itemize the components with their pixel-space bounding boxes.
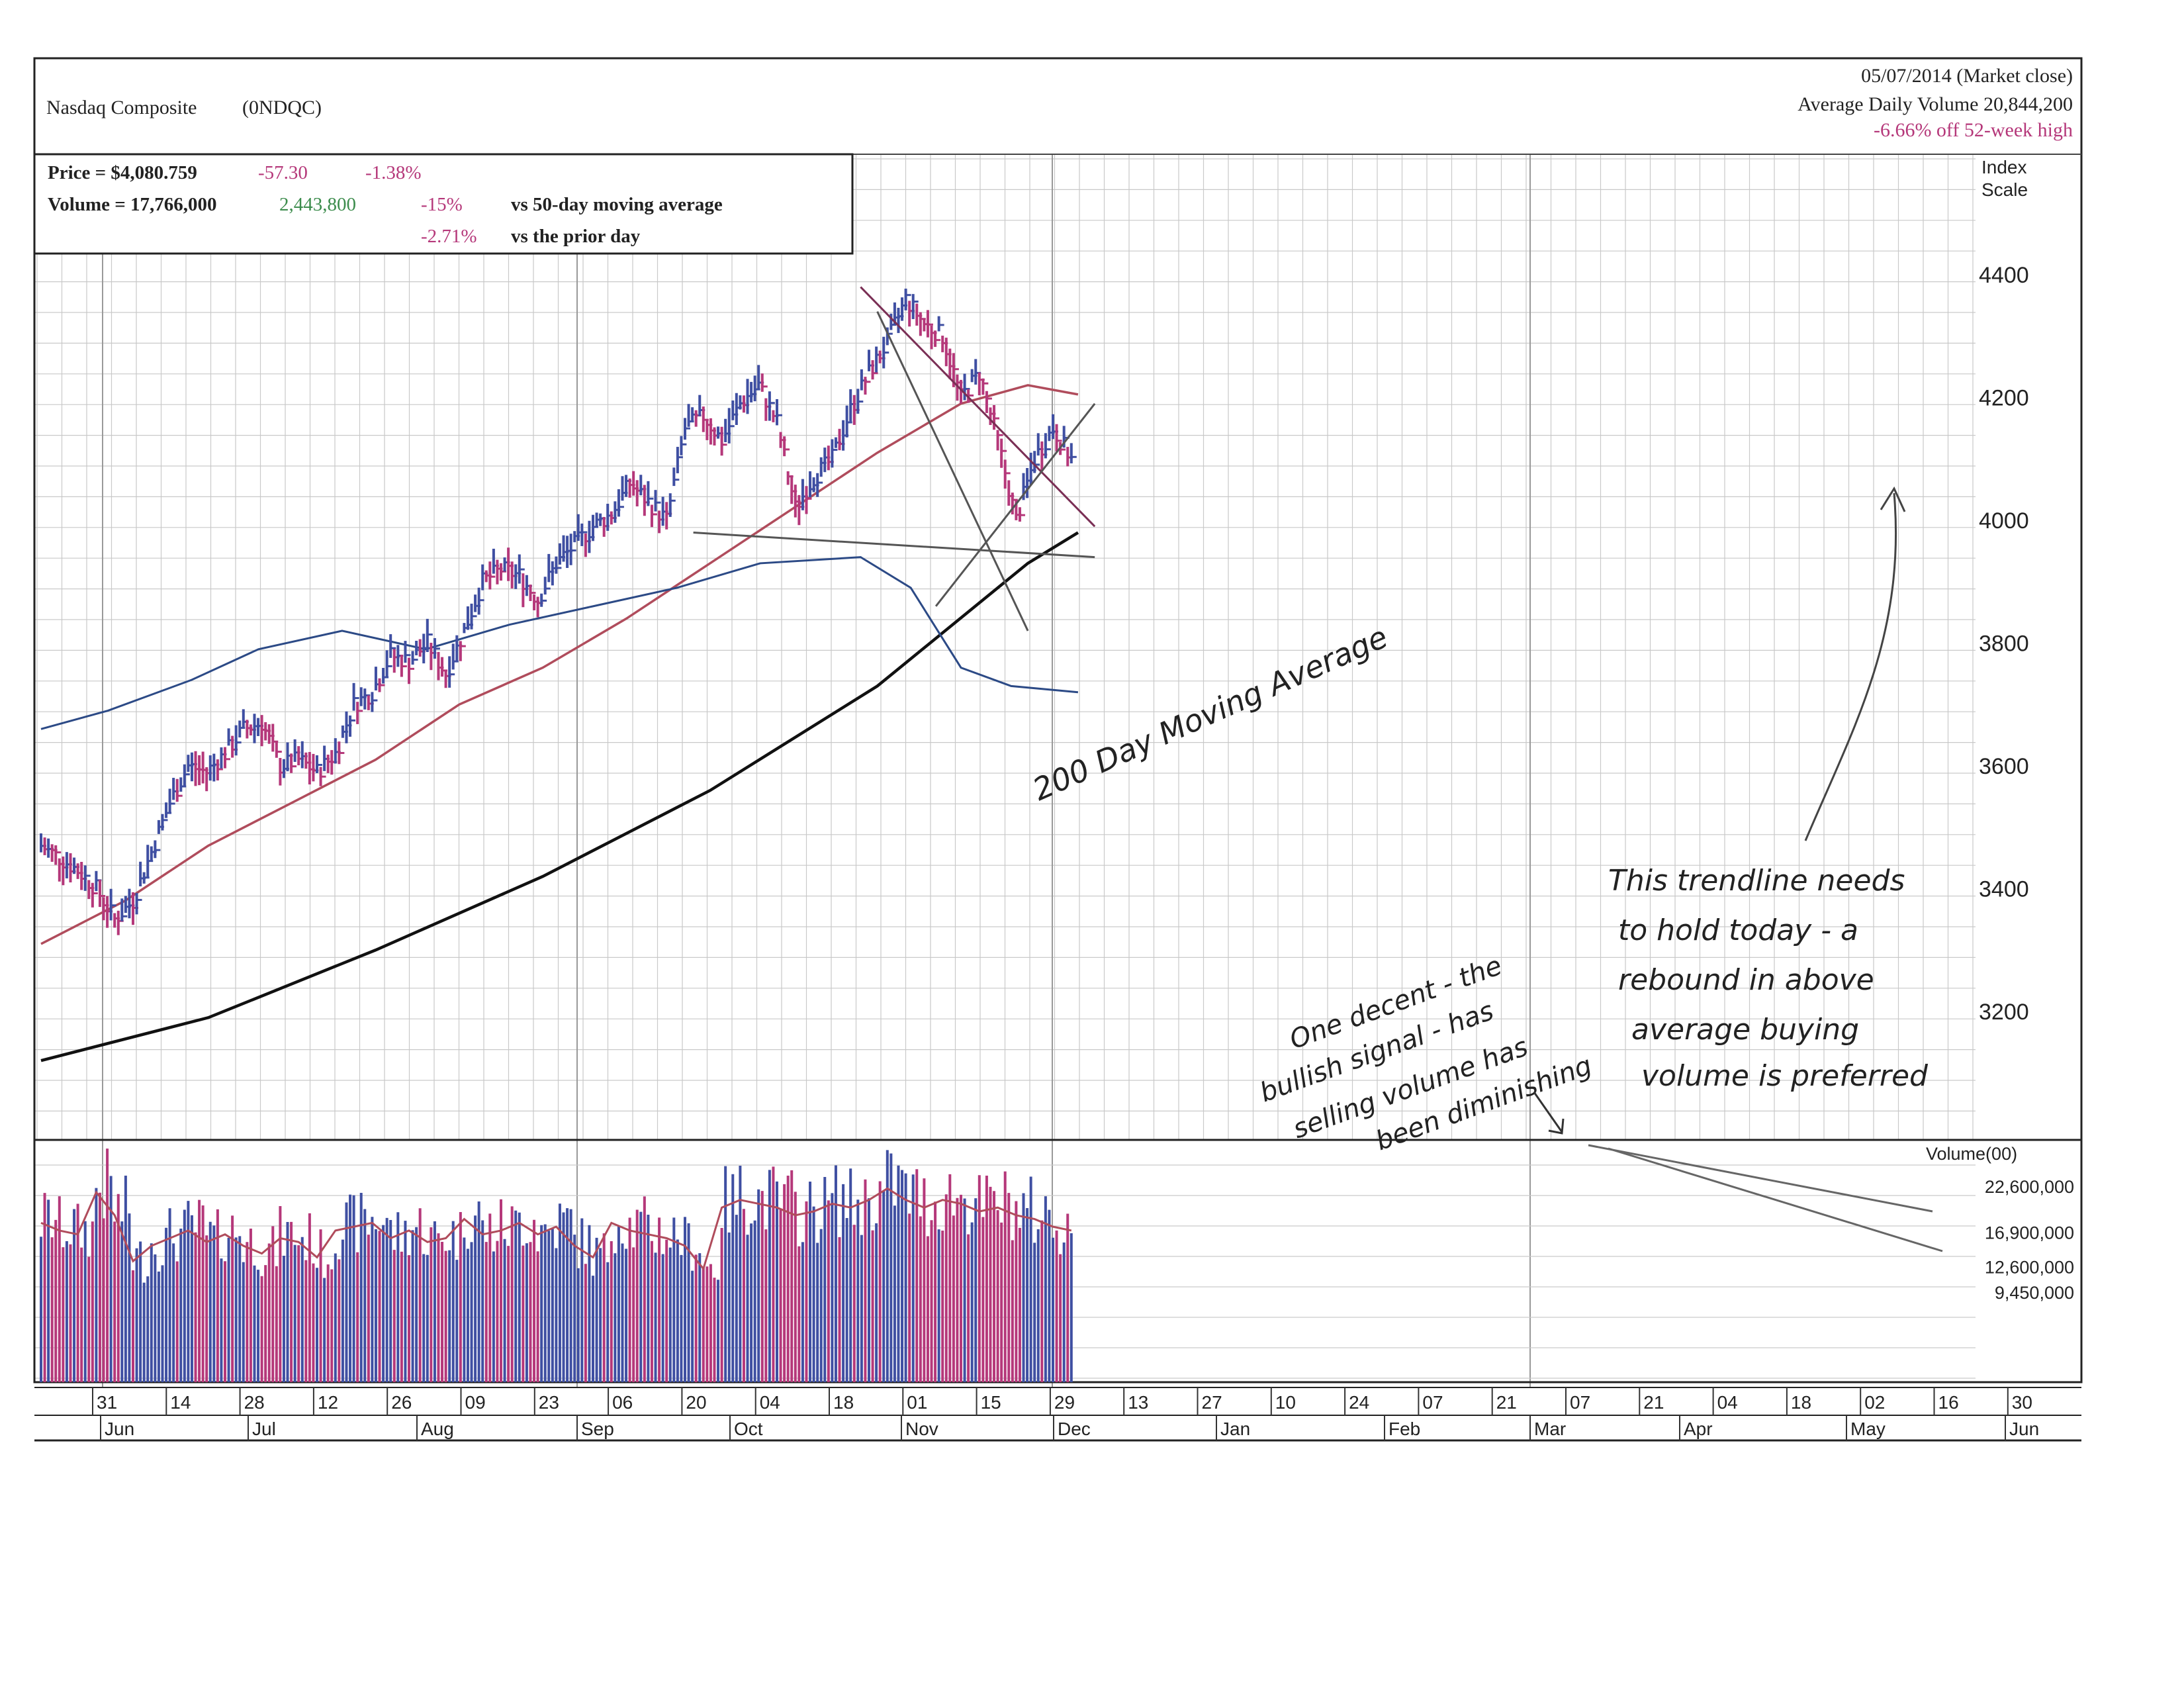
price-change: -57.30 <box>258 162 308 183</box>
ma200-annotation: 200 Day Moving Average <box>1028 619 1393 808</box>
price-tick-label: 4200 <box>1979 386 2029 411</box>
relative-strength-line <box>40 556 1079 730</box>
day-tick-label: 09 <box>465 1392 486 1413</box>
volume-axis-title: Volume(00) <box>1926 1144 2017 1164</box>
header-date: 05/07/2014 (Market close) <box>1861 65 2073 87</box>
trend-note-line: average buying <box>1631 1013 1859 1047</box>
month-tick-label: Aug <box>421 1419 454 1439</box>
price-tick-label: 3800 <box>1979 632 2029 657</box>
day-tick-label: 31 <box>97 1392 117 1413</box>
vs-50-day-percent: -15% <box>421 194 463 215</box>
price-bars <box>40 289 1077 935</box>
volume-bars <box>40 1149 1073 1382</box>
volume-tick-label: 12,600,000 <box>1985 1258 2074 1278</box>
trend-note-line: rebound in above <box>1618 963 1874 997</box>
index-symbol: (0NDQC) <box>242 97 322 118</box>
day-tick-label: 14 <box>170 1392 191 1413</box>
ma200-line <box>40 531 1079 1062</box>
month-tick-label: Jul <box>252 1419 276 1439</box>
index-name: Nasdaq Composite <box>46 97 197 118</box>
volume-trendline <box>1588 1144 1933 1213</box>
day-tick-label: 27 <box>1202 1392 1222 1413</box>
trendline-steep-channel <box>876 311 1029 632</box>
month-tick-label: Jun <box>105 1419 134 1439</box>
average-daily-volume: Average Daily Volume 20,844,200 <box>1797 93 2073 115</box>
day-tick-label: 06 <box>612 1392 633 1413</box>
vs-prior-day-label: vs the prior day <box>511 226 641 247</box>
trend-note: This trendline needs to hold today - a r… <box>1608 864 1929 1093</box>
trendline-rising-support <box>934 402 1096 607</box>
volume-note-arrow <box>1533 1092 1565 1135</box>
price-tick-label: 3400 <box>1979 877 2029 902</box>
day-tick-label: 30 <box>2012 1392 2032 1413</box>
price-tick-label: 3600 <box>1979 754 2029 779</box>
month-tick-label: Mar <box>1534 1419 1566 1439</box>
day-tick-label: 28 <box>244 1392 265 1413</box>
price-tick-label: 3200 <box>1979 1000 2029 1025</box>
ma50-line <box>40 384 1079 945</box>
day-tick-label: 12 <box>318 1392 338 1413</box>
moving-averages <box>40 384 1079 1062</box>
trend-note-line: to hold today - a <box>1618 914 1858 947</box>
trendline-upper-resistance <box>860 286 1096 528</box>
month-tick-label: Sep <box>581 1419 614 1439</box>
trend-note-arrow <box>1804 492 1897 841</box>
day-tick-label: 02 <box>1864 1392 1885 1413</box>
volume-tick-label: 22,600,000 <box>1985 1177 2074 1197</box>
day-tick-label: 18 <box>833 1392 854 1413</box>
vs-50-day-label: vs 50-day moving average <box>511 194 723 215</box>
month-tick-label: Apr <box>1684 1419 1713 1439</box>
month-tick-label: Oct <box>734 1419 763 1439</box>
volume-average-line <box>40 1187 1072 1271</box>
day-tick-label: 07 <box>1570 1392 1590 1413</box>
month-tick-label: Nov <box>905 1419 938 1439</box>
trendlines <box>693 286 1943 1252</box>
volume-change: 2,443,800 <box>279 194 356 215</box>
day-tick-label: 29 <box>1054 1392 1075 1413</box>
stats-box <box>33 153 854 255</box>
date-axis: 31 14 28 12 26 09 23 06 20 04 18 01 15 29 13 27 10 24 07 21… <box>92 1387 2039 1440</box>
month-tick-label: Dec <box>1058 1419 1091 1439</box>
month-tick-label: Feb <box>1388 1419 1420 1439</box>
month-tick-label: Jan <box>1220 1419 1250 1439</box>
volume-tick-label: 9,450,000 <box>1995 1283 2074 1303</box>
day-tick-label: 20 <box>686 1392 706 1413</box>
day-tick-label: 23 <box>539 1392 559 1413</box>
day-tick-label: 21 <box>1496 1392 1517 1413</box>
price-tick-label: 4400 <box>1979 263 2029 288</box>
trend-note-arrowhead <box>1880 486 1906 512</box>
volume-tick-label: 16,900,000 <box>1985 1223 2074 1243</box>
trend-note-line: This trendline needs <box>1608 864 1905 898</box>
volume-trendline <box>1608 1147 1943 1252</box>
day-tick-label: 13 <box>1128 1392 1148 1413</box>
price-percent: -1.38% <box>365 162 422 183</box>
day-tick-label: 21 <box>1643 1392 1664 1413</box>
month-tick-label: Jun <box>2009 1419 2039 1439</box>
index-label: Index <box>1981 157 2027 177</box>
volume-value: Volume = 17,766,000 <box>48 194 217 215</box>
day-tick-label: 04 <box>760 1392 780 1413</box>
scale-label: Scale <box>1981 179 2028 200</box>
day-tick-label: 18 <box>1791 1392 1811 1413</box>
off-52-week-high: -6.66% off 52-week high <box>1874 119 2073 141</box>
vs-prior-day-percent: -2.71% <box>421 226 477 247</box>
day-tick-label: 16 <box>1938 1392 1959 1413</box>
day-tick-label: 01 <box>907 1392 927 1413</box>
day-tick-label: 10 <box>1275 1392 1296 1413</box>
price-axis: 3200 3400 3600 3800 4000 4200 4400 <box>1979 263 2029 1025</box>
day-tick-label: 04 <box>1717 1392 1738 1413</box>
volume-note: One decent - the bullish signal - has se… <box>1256 951 1596 1157</box>
day-tick-label: 24 <box>1349 1392 1369 1413</box>
day-tick-label: 15 <box>981 1392 1001 1413</box>
day-tick-label: 07 <box>1422 1392 1443 1413</box>
trendline-flat-support <box>693 532 1095 559</box>
volume-axis: 22,600,000 16,900,000 12,600,000 9,450,000 <box>1985 1177 2074 1303</box>
price-value: Price = $4,080.759 <box>48 162 197 183</box>
trend-note-line: volume is preferred <box>1641 1059 1929 1093</box>
price-tick-label: 4000 <box>1979 508 2029 534</box>
day-tick-label: 26 <box>391 1392 412 1413</box>
month-tick-label: May <box>1850 1419 1886 1439</box>
